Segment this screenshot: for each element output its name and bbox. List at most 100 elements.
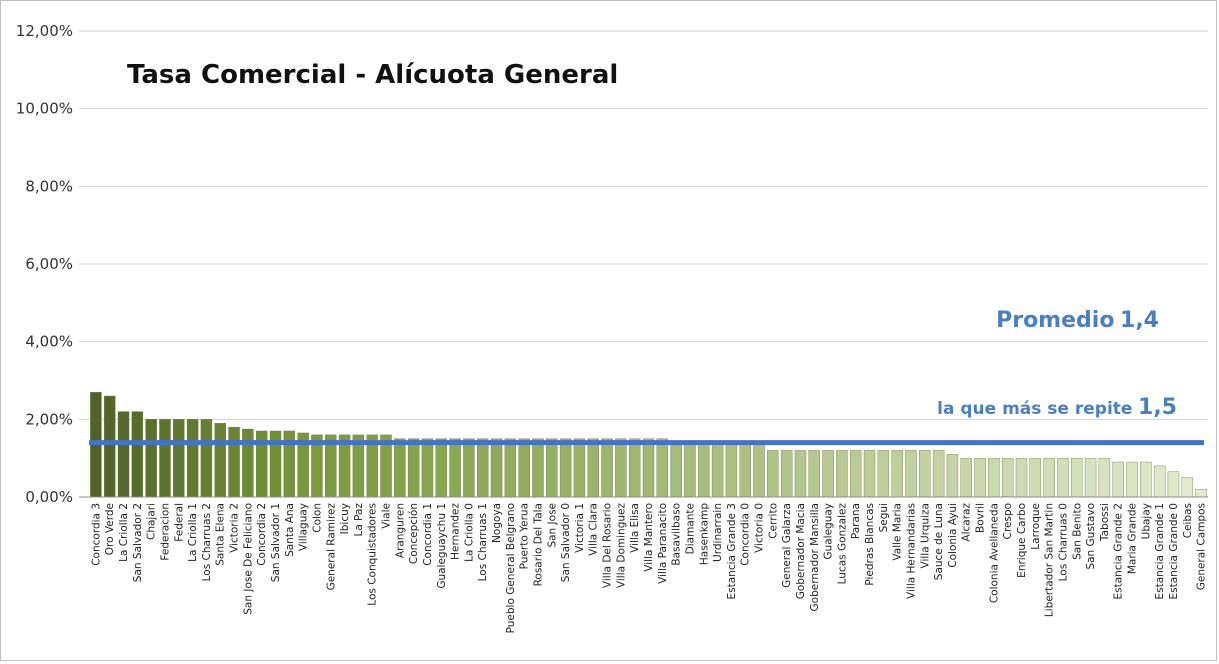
bar <box>988 457 1000 498</box>
bar <box>1057 457 1069 498</box>
bar <box>670 442 682 498</box>
x-tick-label: Concordia 2 <box>256 503 268 566</box>
x-tick-label: Villaguay <box>298 503 310 551</box>
x-tick-label: Pueblo General Belgrano <box>505 503 517 633</box>
bar <box>780 450 793 498</box>
y-tick-label: 10,00% <box>16 100 73 118</box>
bar <box>601 438 613 498</box>
x-tick-label: San Benito <box>1071 503 1083 560</box>
x-tick-label: Estancia Grande 0 <box>1168 503 1180 599</box>
mode-annotation: la que más se repite 1,5 <box>937 395 1177 420</box>
x-tick-label: Piedras Blancas <box>864 503 876 586</box>
x-tick-label: La Criolla 1 <box>187 503 199 562</box>
x-tick-label: Santa Elena <box>215 503 227 566</box>
bar <box>711 442 724 498</box>
average-annotation: Promedio 1,4 <box>996 308 1159 333</box>
chart-title: Tasa Comercial - Alícuota General <box>127 60 618 90</box>
bar <box>532 438 544 498</box>
x-tick-label: Ibicuy <box>339 503 351 534</box>
x-tick-label: San Salvador 1 <box>270 503 282 582</box>
bar <box>836 450 848 498</box>
x-tick-label: Villa Del Rosario <box>602 503 614 588</box>
x-tick-label: Colon <box>311 503 323 533</box>
x-tick-label: Sauce de Luna <box>933 503 945 580</box>
x-tick-label: Segui <box>878 503 890 532</box>
x-tick-label: Tabossi <box>1099 503 1111 542</box>
bar <box>1140 461 1152 498</box>
x-tick-label: Rosario Del Tala <box>532 503 544 586</box>
bar <box>1043 457 1055 498</box>
x-tick-label: San Salvador 2 <box>132 503 144 582</box>
x-tick-label: Gualeguay <box>823 503 835 560</box>
x-tick-label: Concordia 3 <box>90 503 102 566</box>
bar <box>960 457 972 498</box>
x-tick-label: Aranguren <box>394 503 406 558</box>
x-tick-label: Chajari <box>146 503 158 540</box>
bar <box>1001 457 1014 498</box>
bar <box>490 438 503 498</box>
bar <box>421 438 434 498</box>
bar <box>656 438 669 498</box>
bar <box>449 438 461 498</box>
bar <box>573 438 586 498</box>
x-tick-label: Oro Verde <box>104 503 116 555</box>
bar <box>1167 471 1180 498</box>
x-tick-label: Gobernador Macia <box>795 503 807 599</box>
x-tick-label: General Galarza <box>781 503 793 588</box>
bars <box>90 391 1207 498</box>
x-tick-label: Concordia 0 <box>740 503 752 566</box>
x-tick-label: Hasenkamp <box>698 503 710 565</box>
x-tick-label: Cerrito <box>767 503 779 539</box>
bar <box>863 450 876 498</box>
x-tick-label: Valle Maria <box>892 503 904 561</box>
bar <box>1126 461 1138 498</box>
bar <box>435 438 448 498</box>
bar <box>1195 489 1207 498</box>
bar <box>615 438 627 498</box>
x-tick-label: Villa Mantero <box>643 503 655 572</box>
bar <box>932 450 945 498</box>
y-tick-label: 2,00% <box>25 410 73 428</box>
x-tick-label: Colonia Ayui <box>947 503 959 568</box>
y-tick-label: 4,00% <box>25 333 73 351</box>
x-tick-label: Urdinarrain <box>712 503 724 562</box>
bar <box>214 423 226 498</box>
bar <box>518 438 530 498</box>
bar <box>546 438 558 498</box>
bar <box>117 411 130 498</box>
x-tick-label: General Campos <box>1196 503 1208 590</box>
x-tick-label: Puerto Yerua <box>519 503 531 569</box>
x-tick-label: Lucas Gonzalez <box>836 503 848 585</box>
y-tick-label: 6,00% <box>25 255 73 273</box>
x-tick-label: Nogoya <box>491 503 503 543</box>
y-tick-label: 12,00% <box>16 22 73 40</box>
x-tick-label: San Gustavo <box>1085 503 1097 570</box>
x-tick-label: General Ramirez <box>325 503 337 591</box>
x-tick-label: La Criolla 0 <box>463 503 475 562</box>
bar <box>739 442 751 498</box>
bar <box>1015 457 1028 498</box>
x-tick-label: Estancia Grande 1 <box>1154 503 1166 599</box>
x-tick-label: Villa Urquiza <box>919 503 931 568</box>
x-tick-label: Villa Hernandarias <box>905 503 917 599</box>
bar <box>628 438 641 498</box>
x-tick-label: San Jose De Feliciano <box>242 503 254 615</box>
gridlines <box>79 30 1208 498</box>
bar <box>228 426 240 498</box>
bar <box>1071 457 1083 498</box>
x-tick-label: Estancia Grande 2 <box>1113 503 1125 599</box>
x-tick-label: La Paz <box>353 503 365 537</box>
x-tick-label: Villa Elisa <box>629 503 641 553</box>
mode-annotation-label: la que más se repite <box>937 399 1132 419</box>
bar <box>131 411 144 498</box>
x-tick-label: Victoria 0 <box>754 503 766 553</box>
bar <box>1029 457 1042 498</box>
x-tick-label: Estancia Grande 3 <box>726 503 738 599</box>
x-tick-label: Crespo <box>1002 503 1014 539</box>
bar <box>394 438 406 498</box>
x-tick-label: Parana <box>850 503 862 539</box>
x-tick-label: Maria Grande <box>1127 503 1139 574</box>
x-tick-label: Diamante <box>684 503 696 554</box>
x-tick-label: Ceibas <box>1182 503 1194 538</box>
x-tick-label: Basavilbaso <box>671 503 683 566</box>
